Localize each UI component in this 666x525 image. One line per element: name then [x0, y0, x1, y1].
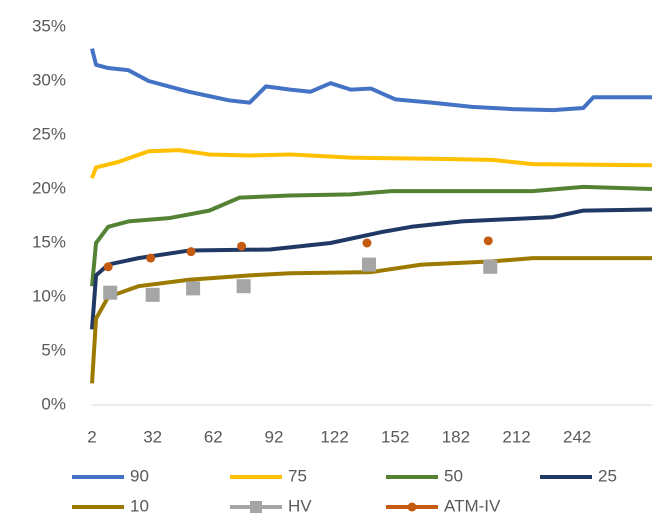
legend-label: HV — [288, 496, 312, 515]
hv-marker — [145, 287, 160, 302]
y-tick-label: 35% — [32, 16, 66, 35]
x-tick-label: 92 — [264, 427, 283, 446]
hv-marker — [186, 281, 201, 296]
legend-label: 25 — [598, 466, 617, 485]
y-tick-label: 15% — [32, 232, 66, 251]
atm-iv-marker — [362, 238, 372, 248]
line-series — [90, 256, 652, 384]
hv-marker — [361, 257, 376, 272]
atm-iv-marker — [483, 236, 493, 246]
hv-marker — [236, 279, 251, 294]
legend-marker — [407, 502, 417, 512]
y-tick-label: 30% — [32, 70, 66, 89]
y-tick-label: 10% — [32, 286, 66, 305]
legend-label: 10 — [130, 496, 149, 515]
x-tick-label: 182 — [442, 427, 470, 446]
hv-marker — [103, 285, 118, 300]
x-tick-label: 242 — [563, 427, 591, 446]
legend-label: 50 — [444, 466, 463, 485]
line-series — [90, 148, 653, 179]
x-tick-label: 212 — [502, 427, 530, 446]
legend-label: 75 — [288, 466, 307, 485]
legend-marker — [250, 501, 262, 513]
atm-iv-marker — [103, 262, 113, 272]
x-tick-label: 32 — [143, 427, 162, 446]
y-tick-label: 0% — [41, 394, 66, 413]
legend-label: ATM-IV — [444, 496, 501, 515]
x-tick-label: 62 — [204, 427, 223, 446]
atm-iv-marker — [237, 241, 247, 251]
line-series — [90, 184, 653, 287]
atm-iv-marker — [146, 253, 156, 263]
atm-iv-marker — [186, 247, 196, 257]
x-tick-label: 152 — [381, 427, 409, 446]
x-tick-label: 122 — [320, 427, 348, 446]
y-tick-label: 25% — [32, 124, 66, 143]
x-tick-label: 2 — [87, 427, 96, 446]
legend-label: 90 — [130, 466, 149, 485]
line-series — [90, 48, 652, 113]
hv-marker — [483, 259, 498, 274]
y-tick-label: 20% — [32, 178, 66, 197]
y-tick-label: 5% — [41, 340, 66, 359]
